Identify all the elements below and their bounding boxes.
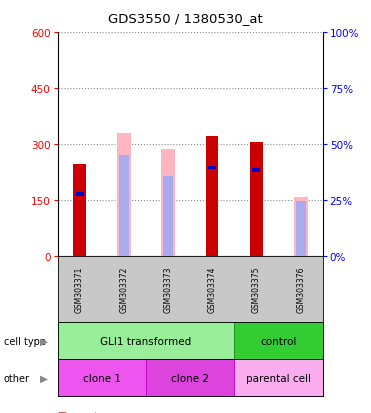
Text: parental cell: parental cell [246,373,311,383]
Text: GSM303375: GSM303375 [252,266,261,312]
Text: GSM303373: GSM303373 [164,266,173,312]
Bar [206,137,219,256]
Text: GSM303376: GSM303376 [296,266,305,312]
Text: GSM303374: GSM303374 [208,266,217,312]
Text: cell type: cell type [4,336,46,346]
Bar [250,143,263,256]
Bar [58,322,234,359]
Bar [293,197,308,256]
Text: GSM303372: GSM303372 [119,266,128,312]
Text: GDS3550 / 1380530_at: GDS3550 / 1380530_at [108,12,263,25]
Text: clone 1: clone 1 [83,373,121,383]
Bar [163,176,173,256]
Bar [208,166,216,170]
Text: GSM303371: GSM303371 [75,266,84,312]
Bar [146,359,234,396]
Text: count: count [72,411,98,413]
Text: ■: ■ [58,410,67,413]
Bar [117,133,131,256]
Bar [161,150,175,256]
Bar [76,193,83,197]
Bar [119,156,129,256]
Text: control: control [260,336,297,346]
Bar [58,359,146,396]
Text: other: other [4,373,30,383]
Bar [296,201,306,256]
Bar [234,359,323,396]
Text: ▶: ▶ [40,336,48,346]
Text: clone 2: clone 2 [171,373,209,383]
Text: ▶: ▶ [40,373,48,383]
Bar [73,165,86,256]
Bar [253,169,260,173]
Text: GLI1 transformed: GLI1 transformed [100,336,191,346]
Bar [234,322,323,359]
